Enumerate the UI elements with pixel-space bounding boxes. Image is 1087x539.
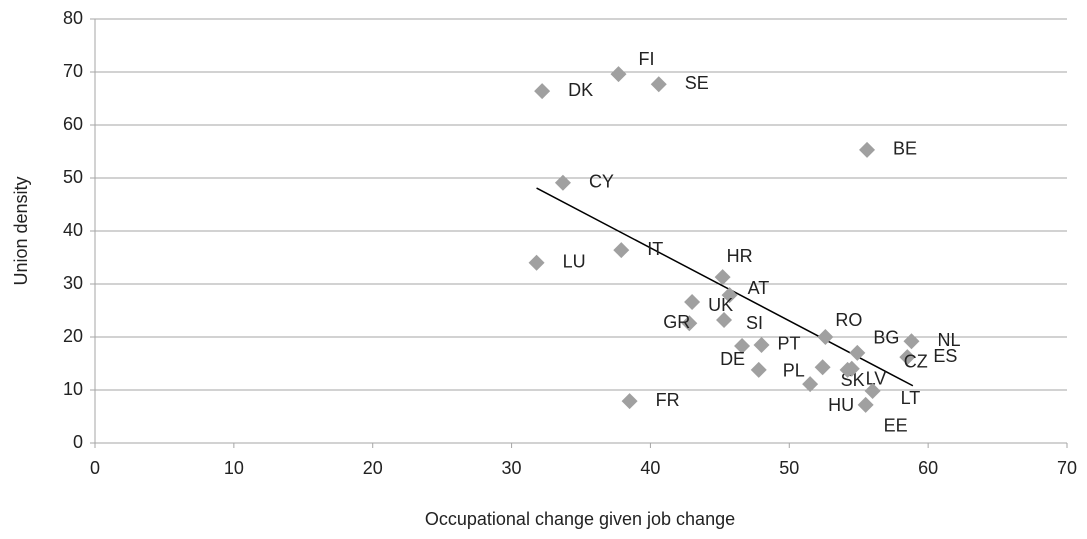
point-label: LT (901, 388, 921, 408)
point-label: NL (937, 330, 960, 350)
y-axis-label: Union density (11, 176, 31, 285)
point-label: AT (748, 278, 770, 298)
y-tick-label: 20 (63, 326, 83, 346)
marker (899, 349, 916, 366)
point-label: SE (685, 73, 709, 93)
marker (814, 359, 831, 376)
y-tick-label: 70 (63, 61, 83, 81)
marker (903, 333, 920, 350)
point-label: EE (884, 416, 908, 436)
point-label: FI (638, 49, 654, 69)
marker (843, 360, 860, 377)
y-tick-label: 40 (63, 220, 83, 240)
point-label: UK (708, 295, 733, 315)
y-tick-label: 0 (73, 432, 83, 452)
point-label: FR (656, 390, 680, 410)
x-tick-label: 20 (363, 458, 383, 478)
point-label: RO (835, 310, 862, 330)
point-label: HR (727, 246, 753, 266)
marker (610, 66, 627, 83)
point-label: DK (568, 80, 593, 100)
marker (650, 76, 667, 93)
y-tick-label: 80 (63, 8, 83, 28)
marker (684, 294, 701, 311)
marker (716, 312, 733, 329)
marker (534, 83, 551, 100)
marker (714, 269, 731, 286)
point-label: LU (563, 252, 586, 272)
y-tick-label: 50 (63, 167, 83, 187)
marker (721, 287, 738, 304)
point-label: IT (647, 239, 663, 259)
y-tick-label: 30 (63, 273, 83, 293)
marker (859, 141, 876, 158)
x-tick-label: 30 (502, 458, 522, 478)
point-label: BE (893, 139, 917, 159)
y-tick-label: 10 (63, 379, 83, 399)
y-tick-label: 60 (63, 114, 83, 134)
point-label: CZ (904, 352, 928, 372)
x-tick-label: 0 (90, 458, 100, 478)
point-label: CY (589, 172, 614, 192)
point-label: ES (933, 346, 957, 366)
marker (802, 376, 819, 393)
point-label: GR (663, 312, 690, 332)
marker (849, 344, 866, 361)
point-label: DE (720, 349, 745, 369)
x-tick-label: 50 (779, 458, 799, 478)
point-label: LV (866, 369, 887, 389)
x-tick-label: 40 (640, 458, 660, 478)
marker (753, 336, 770, 353)
marker (864, 383, 881, 400)
marker (857, 396, 874, 413)
x-tick-label: 10 (224, 458, 244, 478)
marker (554, 174, 571, 191)
marker (621, 393, 638, 410)
marker (750, 361, 767, 378)
point-label: HU (828, 395, 854, 415)
marker (681, 315, 698, 332)
point-label: PL (783, 361, 805, 381)
marker (613, 242, 630, 259)
marker (817, 329, 834, 345)
marker (528, 254, 545, 271)
marker (734, 338, 751, 355)
x-axis-label: Occupational change given job change (425, 509, 735, 529)
point-label: PT (778, 334, 801, 354)
x-tick-label: 60 (918, 458, 938, 478)
point-label: SI (746, 313, 763, 333)
point-label: BG (873, 328, 899, 348)
x-tick-label: 70 (1057, 458, 1077, 478)
